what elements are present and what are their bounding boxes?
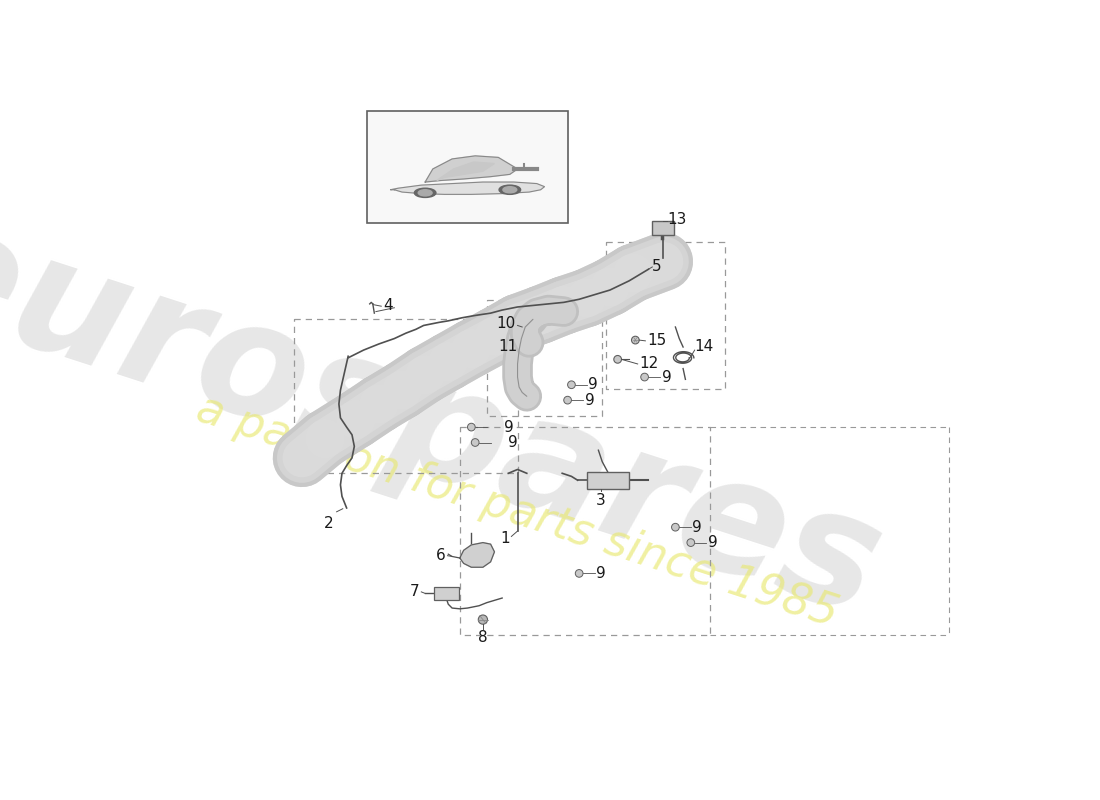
Text: 8: 8 [478,630,487,646]
Circle shape [471,438,480,446]
Text: 6: 6 [436,548,446,563]
Polygon shape [437,162,495,181]
Text: 9: 9 [504,419,514,434]
Circle shape [631,336,639,344]
Circle shape [568,381,575,389]
Polygon shape [425,156,517,182]
Text: 3: 3 [596,493,606,507]
Text: 14: 14 [695,338,714,354]
Text: 13: 13 [668,212,688,226]
Ellipse shape [499,185,520,194]
Text: 9: 9 [507,435,517,450]
Ellipse shape [415,188,436,198]
Text: 10: 10 [496,316,515,330]
Circle shape [671,523,680,531]
Circle shape [640,373,649,381]
Circle shape [478,615,487,624]
Text: a passion for parts since 1985: a passion for parts since 1985 [191,387,844,636]
Bar [652,221,674,234]
Text: 9: 9 [596,566,606,581]
Bar [367,111,568,223]
Text: 7: 7 [409,584,419,598]
Circle shape [468,423,475,431]
Text: 4: 4 [383,298,393,313]
Ellipse shape [418,190,432,196]
Text: 9: 9 [661,370,671,385]
Text: 9: 9 [588,378,598,392]
Circle shape [575,570,583,578]
Ellipse shape [503,186,517,193]
Text: 1: 1 [500,531,510,546]
Circle shape [563,396,572,404]
Circle shape [686,538,695,546]
Polygon shape [460,542,495,567]
Text: 15: 15 [647,334,667,348]
Text: 11: 11 [498,338,517,354]
Text: 12: 12 [639,357,659,371]
Bar [587,472,629,489]
Text: 9: 9 [584,393,594,408]
Text: 9: 9 [707,535,717,550]
Polygon shape [390,182,544,194]
Text: 5: 5 [652,259,662,274]
Text: 9: 9 [692,520,702,534]
Text: eurospares: eurospares [0,190,899,649]
Circle shape [614,355,622,363]
Text: 2: 2 [324,516,333,530]
Bar [434,587,459,599]
